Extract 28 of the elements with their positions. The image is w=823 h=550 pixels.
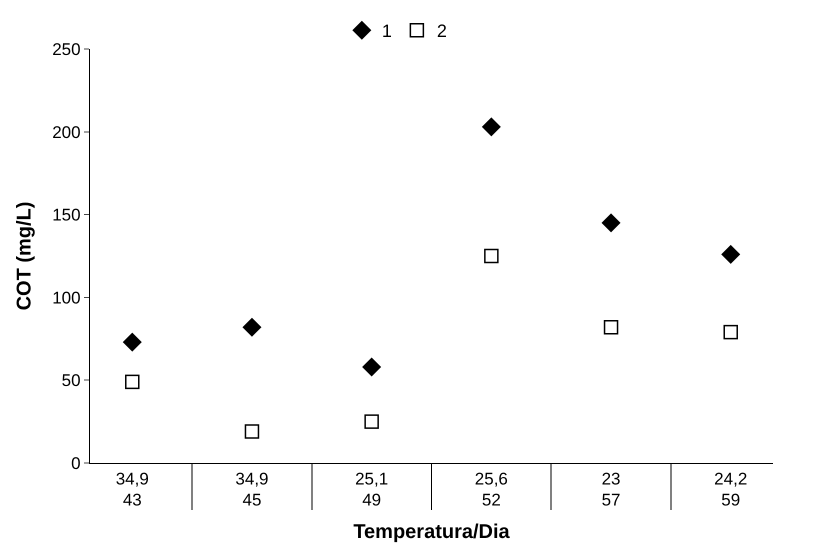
legend-label: 2: [436, 21, 447, 42]
point: [484, 248, 499, 264]
x-axis-title: Temperatura/Dia: [353, 520, 511, 543]
point: [602, 214, 620, 232]
y-tick-label: 250: [52, 40, 81, 59]
point: [482, 118, 501, 136]
point: [242, 318, 262, 336]
legend-label: 1: [382, 21, 392, 42]
point: [722, 245, 740, 264]
point: [723, 324, 738, 340]
y-axis-title: COT (mg/L): [14, 202, 36, 310]
y-tick-label: 100: [52, 288, 81, 308]
point: [364, 414, 379, 429]
y-tick-label: 50: [62, 371, 81, 390]
point: [604, 320, 618, 334]
category-label: 24,2 59: [714, 469, 748, 510]
category-label: 23 57: [602, 469, 620, 510]
point: [125, 374, 140, 390]
point: [123, 332, 142, 352]
y-tick-label: 0: [71, 454, 81, 473]
category-label: 25,6 52: [474, 469, 508, 510]
category-label: 34,9 45: [235, 469, 269, 510]
y-tick-label: 150: [52, 206, 81, 225]
category-label: 34,9 43: [116, 469, 149, 510]
category-label: 25,1 49: [355, 469, 388, 510]
point: [244, 424, 260, 439]
y-tick-label: 200: [52, 122, 81, 142]
point: [362, 358, 381, 376]
